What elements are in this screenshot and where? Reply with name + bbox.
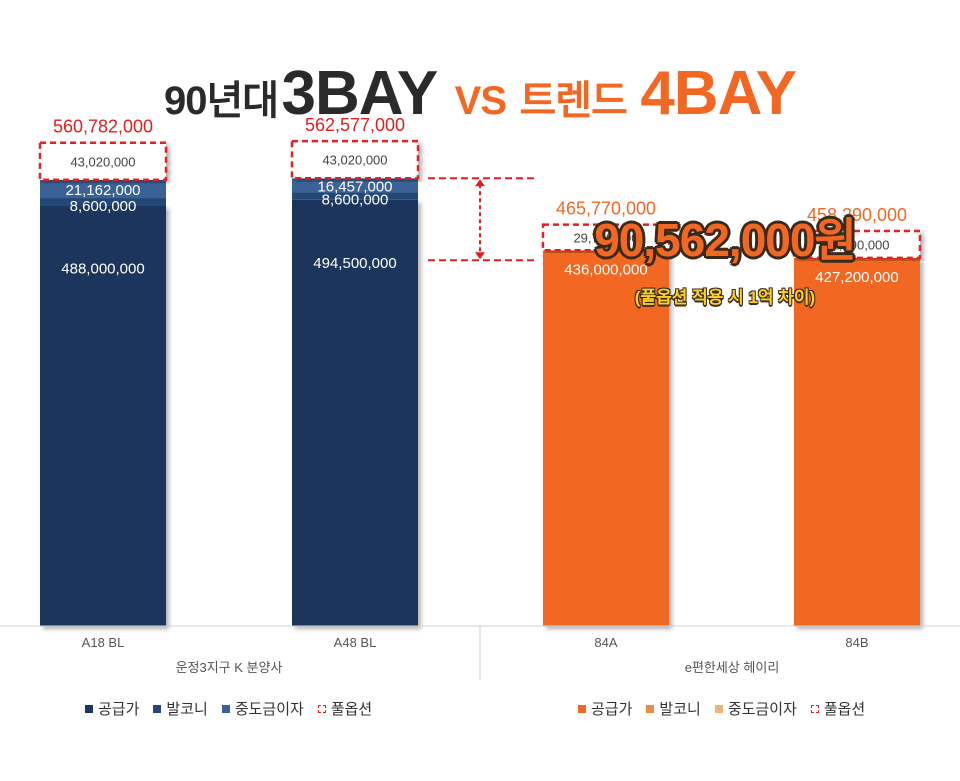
diff-arrow-head-down [475,252,485,260]
legend-swatch [153,704,162,713]
title-part-3bay: 3BAY [281,59,439,128]
legend-swatch [221,704,230,713]
bar-segment-공급가 [40,205,166,627]
bar-segment-중도금이자 [40,179,166,199]
difference-amount: 90,562,000원 [594,214,857,266]
legend-label: 발코니 [659,701,701,718]
legend-label: 발코니 [166,701,208,718]
bar-segment-풀옵션 [541,223,671,252]
value-label-중도금이자: 21,162,000 [65,182,140,199]
legend-label: 공급가 [98,701,140,718]
legend-swatch [646,704,655,713]
legend-swatch [317,704,326,713]
x-tick-label: 84A [594,635,617,650]
value-label-풀옵션: 43,020,000 [322,153,387,168]
chart-title: 90년대 3BAY VS 트렌드 4BAY [0,58,960,129]
group-label: e편한세상 헤이리 [685,660,780,675]
legend-left: 공급가 발코니 중도금이자 풀옵션 [85,698,386,719]
legend-item: 공급가 [85,698,139,719]
bar-segment-공급가 [292,199,418,626]
group-label: 운정3지구 K 분양사 [176,660,283,675]
legend-right: 공급가 발코니 중도금이자 풀옵션 [578,698,879,719]
value-label-발코니: 8,600,000 [322,191,389,208]
diff-arrow-head-up [475,179,485,187]
legend-swatch [810,704,819,713]
bar-segment-풀옵션 [792,229,922,260]
title-part-vs: VS [454,79,507,123]
legend-swatch [85,704,93,713]
legend-label: 중도금이자 [727,701,797,718]
bar-segment-풀옵션 [290,139,420,180]
legend-label: 중도금이자 [234,701,304,718]
total-label: 562,577,000 [305,115,405,135]
bar-segment-중도금이자 [292,178,418,193]
difference-note: (풀옵션 적용 시 1억 차이) [634,288,816,307]
legend-item: 중도금이자 [714,698,797,719]
bar-segment-공급가 [543,250,669,627]
x-tick-label: A18 BL [82,635,125,650]
value-label-풀옵션: 29,770,000 [573,230,638,245]
x-tick-label: 84B [845,635,868,650]
legend-item: 발코니 [153,698,208,719]
x-tick-label: A48 BL [334,635,377,650]
total-label: 465,770,000 [556,199,656,219]
value-label-풀옵션: 31,090,000 [824,237,889,252]
value-label-공급가: 436,000,000 [564,261,647,278]
legend-item: 풀옵션 [810,698,866,719]
bar-segment-발코니 [40,198,166,206]
legend-label: 풀옵션 [330,701,373,718]
legend-swatch [714,704,723,713]
total-label: 560,782,000 [53,117,153,137]
legend-item: 중도금이자 [221,698,304,719]
total-label: 458,290,000 [807,205,907,225]
bar-segment-공급가 [794,257,920,626]
legend-item: 발코니 [646,698,701,719]
value-label-풀옵션: 43,020,000 [70,154,135,169]
value-label-발코니: 8,600,000 [70,198,137,215]
title-part-4bay: 4BAY [640,59,797,128]
legend-item: 공급가 [578,698,632,719]
legend-label: 공급가 [591,701,633,718]
legend-item: 풀옵션 [317,698,373,719]
legend-label: 풀옵션 [823,701,866,718]
title-part-trend: 트렌드 [519,79,627,123]
value-label-중도금이자: 16,457,000 [317,178,392,195]
value-label-공급가: 427,200,000 [815,269,898,286]
title-part-90s: 90년대 [163,79,279,123]
value-label-공급가: 488,000,000 [61,260,144,277]
legend-swatch [578,704,586,713]
bar-segment-풀옵션 [38,141,168,182]
value-label-공급가: 494,500,000 [313,255,396,272]
bar-segment-발코니 [292,192,418,200]
